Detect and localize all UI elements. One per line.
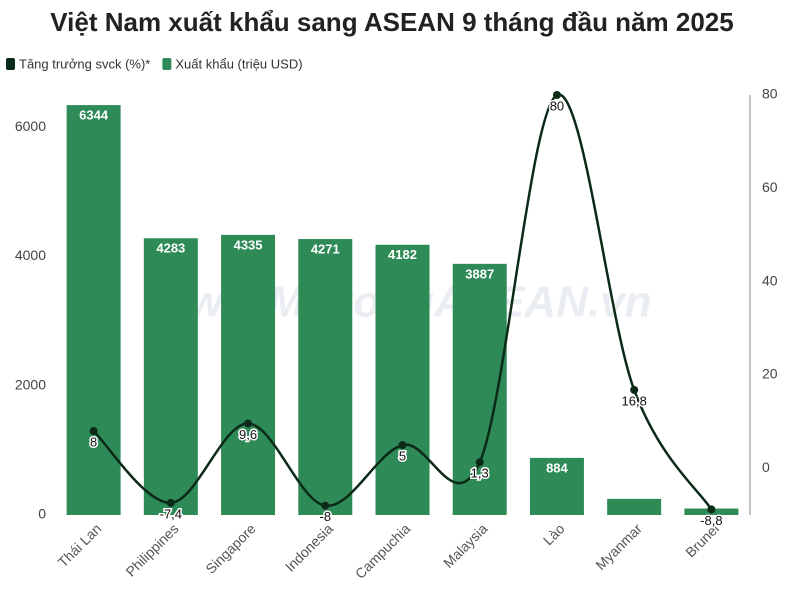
line-point <box>707 505 716 514</box>
line-value-label: 9,6 <box>239 427 257 442</box>
bar <box>375 244 430 516</box>
line-point <box>630 385 639 394</box>
x-tick-label: Myanmar <box>592 520 645 573</box>
bar-value-label: 3887 <box>465 266 494 281</box>
bar <box>529 457 584 515</box>
y2-tick-label: 60 <box>762 179 778 195</box>
line-point <box>321 501 330 510</box>
x-tick-label: Indonesia <box>282 520 336 574</box>
bar-value-label: 4283 <box>156 241 185 256</box>
line-value-label: 80 <box>550 98 564 113</box>
y-tick-label: 2000 <box>15 376 46 392</box>
chart-title: Việt Nam xuất khẩu sang ASEAN 9 tháng đầ… <box>50 7 733 37</box>
y2-tick-label: 20 <box>762 366 778 382</box>
bar-value-label: 6344 <box>79 108 109 123</box>
x-tick-label: Lào <box>540 520 568 548</box>
y-tick-label: 0 <box>38 506 46 522</box>
y2-tick-label: 40 <box>762 272 778 288</box>
x-tick-label: Malaysia <box>440 520 491 571</box>
legend-swatch <box>6 58 15 70</box>
x-tick-label: Singapore <box>202 520 259 577</box>
line-value-label: 8 <box>90 434 97 449</box>
y2-tick-label: 80 <box>762 86 778 102</box>
bar-value-label: 4271 <box>311 241 340 256</box>
y2-tick-label: 0 <box>762 459 770 475</box>
line-point <box>552 91 561 99</box>
bar <box>607 498 662 515</box>
line-point <box>89 427 98 435</box>
bar <box>221 234 276 515</box>
x-tick-label: Thái Lan <box>55 520 105 570</box>
line-point <box>166 498 175 507</box>
legend-label: Tăng trưởng svck (%)* <box>19 56 150 71</box>
y-tick-label: 6000 <box>15 118 46 134</box>
line-value-label: -8 <box>319 509 331 524</box>
bar-value-label: 4182 <box>388 247 417 262</box>
y-tick-label: 4000 <box>15 247 46 263</box>
x-tick-label: Philippines <box>122 520 181 579</box>
line-value-label: 16,8 <box>622 393 647 408</box>
line-value-label: -8,8 <box>700 513 722 528</box>
bar <box>66 105 121 515</box>
line <box>92 93 713 511</box>
legend-label: Xuất khẩu (triệu USD) <box>175 56 302 71</box>
line-point <box>398 441 407 449</box>
line-point <box>475 458 484 467</box>
line-point <box>244 419 253 428</box>
bar-value-label: 4335 <box>234 237 263 252</box>
line-value-label: 5 <box>399 448 406 463</box>
bar-value-label: 884 <box>546 460 568 475</box>
line-value-label: 1,3 <box>471 466 489 481</box>
bar <box>143 238 198 515</box>
line-value-label: -7,4 <box>160 506 182 521</box>
legend-swatch <box>162 58 172 70</box>
x-tick-label: Campuchia <box>352 520 414 582</box>
bar <box>298 239 353 515</box>
